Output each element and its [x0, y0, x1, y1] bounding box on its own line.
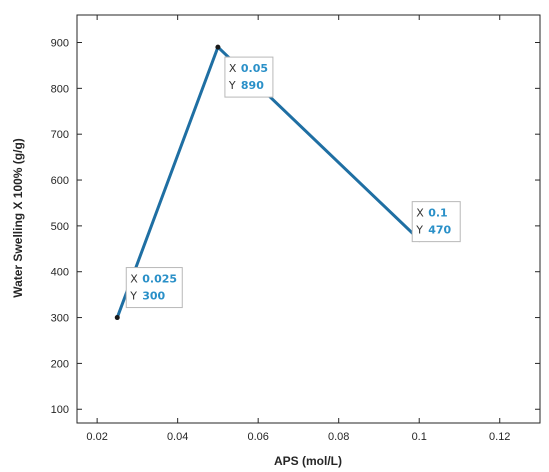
y-tick-label: 700	[51, 129, 69, 141]
datatip-x-key: X	[229, 62, 237, 75]
datatip-y-key: Y	[228, 79, 236, 92]
datatip-box	[411, 201, 461, 243]
y-tick-label: 400	[51, 267, 69, 279]
y-tick-label: 500	[51, 221, 69, 233]
data-point[interactable]	[114, 315, 120, 321]
x-tick-label: 0.1	[412, 431, 427, 443]
datatip-y-value: 890	[241, 79, 264, 92]
datatip-x-value: 0.025	[142, 273, 177, 286]
datatip-box	[125, 267, 183, 309]
y-tick-label: 900	[51, 38, 69, 50]
datatip-y-key: Y	[129, 290, 137, 303]
datatip-x-key: X	[416, 207, 424, 220]
datatip-x-value: 0.05	[241, 62, 268, 75]
y-tick-label: 800	[51, 83, 69, 95]
x-tick-label: 0.06	[247, 431, 268, 443]
y-tick-label: 300	[51, 313, 69, 325]
y-tick-label: 100	[51, 404, 69, 416]
x-tick-label: 0.12	[489, 431, 510, 443]
y-tick-label: 600	[51, 175, 69, 187]
axis-ticks: 0.02 0.04 0.06 0.08 0.1 0.12 100 200 300 400 500 60…	[51, 15, 540, 443]
y-tick-label: 200	[51, 358, 69, 370]
x-tick-label: 0.08	[328, 431, 349, 443]
data-point[interactable]	[215, 44, 221, 50]
plot-area	[76, 14, 541, 424]
datatip-x-key: X	[130, 273, 138, 286]
y-axis-title: Water Swelling X 100% (g/g)	[11, 138, 25, 298]
datatip-box	[224, 56, 274, 98]
datatip-y-value: 470	[428, 224, 451, 237]
datatip-x-value: 0.1	[428, 207, 448, 220]
x-axis-title: APS (mol/L)	[274, 454, 342, 468]
datatip-y-value: 300	[142, 290, 165, 303]
x-tick-label: 0.04	[167, 431, 188, 443]
datatip-y-key: Y	[415, 224, 423, 237]
datatips: X 0.025 Y 300 X 0.05 Y 890 X 0.1 Y 470	[125, 56, 461, 309]
x-tick-label: 0.02	[86, 431, 107, 443]
